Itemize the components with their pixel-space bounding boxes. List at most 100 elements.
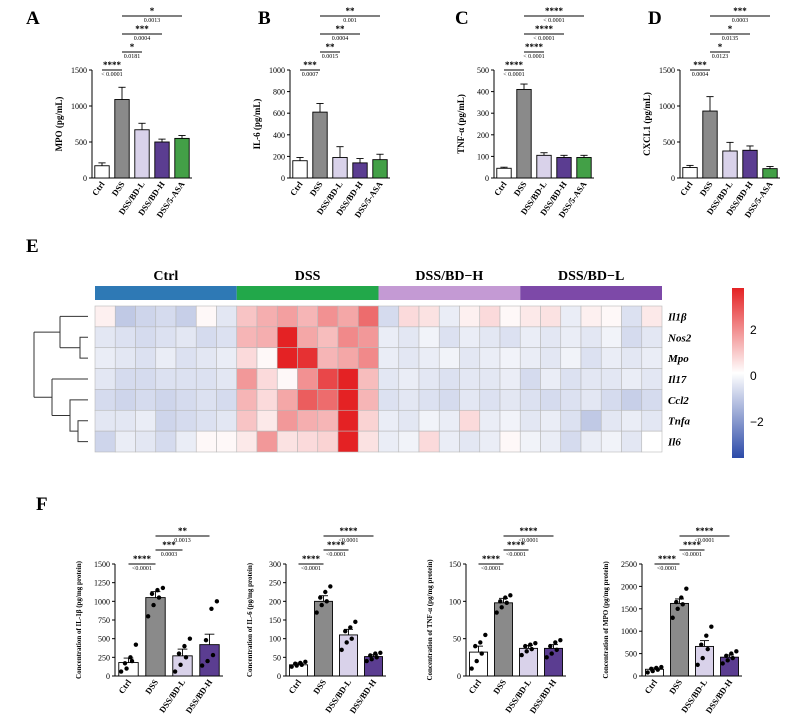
heatmap-cell: [337, 389, 359, 411]
bar: [332, 157, 348, 179]
y-tick-label: 1500: [94, 560, 110, 569]
heatmap-cell: [256, 430, 278, 453]
heatmap-cell: [519, 347, 541, 369]
heatmap-cell: [297, 305, 319, 328]
heatmap-cell: [175, 409, 197, 432]
data-point: [122, 661, 128, 666]
heatmap-cell: [418, 305, 440, 328]
y-tick-label: 250: [98, 653, 110, 662]
heatmap-cell: [580, 409, 602, 432]
data-point: [155, 587, 160, 593]
y-tick-label: 1000: [659, 102, 675, 111]
heatmap-cell: [317, 389, 339, 411]
panel-letter: E: [26, 236, 39, 257]
panel-letter: C: [455, 8, 469, 29]
heatmap-cell: [540, 430, 562, 453]
y-tick-label: 2000: [621, 582, 637, 591]
y-tick-label: 100: [477, 152, 489, 161]
gene-label: Ccl2: [668, 395, 689, 407]
data-point: [725, 658, 730, 663]
heatmap-cell: [94, 347, 116, 369]
data-point: [544, 655, 549, 660]
bar: [722, 150, 738, 179]
heatmap-cell: [499, 368, 521, 390]
data-point: [469, 666, 474, 671]
heatmap-cell: [317, 368, 339, 390]
heatmap-cell: [641, 347, 663, 369]
data-point: [498, 599, 503, 604]
significance-stars: ***: [733, 6, 747, 16]
heatmap-cell: [398, 409, 420, 432]
heatmap-cell: [276, 368, 298, 390]
significance-stars: *: [718, 42, 723, 52]
bar: [742, 149, 758, 179]
heatmap-cell: [378, 368, 400, 390]
heatmap-cell: [378, 347, 400, 369]
p-value: 0.0003: [732, 18, 749, 24]
data-point: [156, 595, 162, 600]
heatmap-cell: [297, 347, 319, 369]
x-category-label: Ctrl: [116, 677, 133, 696]
heatmap-cell: [459, 430, 481, 453]
data-point: [203, 637, 209, 643]
heatmap-cell: [418, 326, 440, 349]
x-category-label: Ctrl: [286, 677, 303, 696]
heatmap-cell: [236, 409, 258, 432]
heatmap-cell: [519, 389, 541, 411]
heatmap-cell: [459, 326, 481, 349]
heatmap-cell: [600, 326, 622, 349]
heatmap-cell: [256, 409, 278, 432]
heatmap-cell: [94, 368, 116, 390]
heatmap-cell: [135, 368, 157, 390]
data-point: [348, 625, 353, 630]
p-value: <0.0001: [481, 566, 501, 572]
heatmap-cell: [398, 347, 420, 369]
data-point: [720, 661, 725, 666]
p-value: 0.0015: [322, 54, 339, 60]
data-point: [645, 670, 650, 675]
data-point: [124, 666, 129, 671]
heatmap-cell: [621, 347, 643, 369]
heatmap-cell: [276, 326, 298, 349]
data-point: [210, 652, 216, 658]
heatmap-cell: [641, 389, 663, 411]
data-point: [145, 614, 151, 619]
significance-stars: ***: [135, 24, 149, 34]
data-point: [209, 606, 214, 611]
p-value: 0.0123: [712, 54, 729, 60]
group-label: Ctrl: [153, 269, 178, 284]
heatmap-cell: [317, 409, 339, 432]
significance-stars: ****: [545, 6, 564, 16]
heatmap-cell: [418, 389, 440, 411]
data-point: [314, 610, 319, 615]
data-point: [679, 595, 684, 600]
gene-label: Mpo: [667, 353, 689, 365]
y-tick-label: 500: [625, 650, 637, 659]
heatmap-cell: [216, 409, 238, 432]
heatmap-cell: [519, 326, 541, 349]
data-point: [133, 642, 139, 647]
dendrogram-branch: [77, 420, 88, 443]
heatmap-cell: [135, 430, 157, 453]
y-tick-label: 200: [269, 597, 281, 606]
heatmap-cell: [438, 389, 460, 411]
heatmap-cell: [540, 389, 562, 411]
group-label: DSS/BD−H: [415, 269, 483, 284]
data-point: [324, 599, 329, 604]
heatmap-cell: [175, 368, 197, 390]
heatmap-cell: [297, 368, 319, 390]
dendrogram-branch: [79, 336, 88, 359]
heatmap-cell: [297, 430, 319, 453]
heatmap-cell: [479, 430, 501, 453]
data-point: [378, 650, 383, 656]
data-point: [343, 629, 348, 634]
data-point: [504, 600, 509, 606]
y-tick-label: 0: [106, 672, 110, 681]
gene-label: Tnfa: [668, 416, 691, 428]
y-tick-label: 0: [485, 174, 489, 183]
heatmap-cell: [398, 305, 420, 328]
data-point: [289, 664, 294, 669]
heatmap-cell: [357, 347, 379, 369]
y-axis-label: Concentration of TNF-α (pg/mg protein): [426, 559, 434, 681]
y-tick-label: 600: [273, 109, 285, 118]
